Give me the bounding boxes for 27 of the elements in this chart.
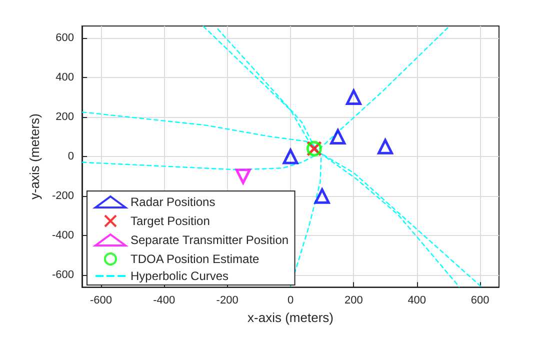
point	[346, 89, 362, 105]
legend-label: Target Position	[130, 214, 210, 228]
x-tick-label: -600	[90, 294, 112, 307]
x-tick-label: -400	[153, 294, 176, 307]
y-tick-label: 600	[56, 32, 74, 44]
legend-label: Radar Positions	[130, 195, 216, 209]
y-tick-label: -200	[52, 190, 74, 202]
x-tick-label: 200	[344, 294, 363, 307]
point	[378, 138, 394, 154]
point	[235, 168, 251, 184]
x-tick-label: 0	[287, 294, 294, 307]
y-tick-label: -600	[52, 269, 74, 282]
x-tick-label: 400	[408, 294, 426, 307]
x-tick-label: -200	[216, 294, 238, 307]
legend-label: TDOA Position Estimate	[130, 252, 260, 266]
y-tick-label: 400	[56, 71, 74, 84]
y-axis-title: y-axis (meters)	[27, 114, 42, 200]
y-tick-label: 0	[68, 150, 74, 163]
y-tick-label: -400	[52, 230, 74, 242]
legend-label: Hyperbolic Curves	[130, 269, 229, 283]
point	[314, 188, 330, 204]
x-tick-label: 600	[470, 294, 490, 307]
point	[330, 129, 346, 145]
y-tick-label: 200	[56, 110, 74, 123]
point	[282, 148, 298, 164]
legend-label: Separate Transmitter Position	[130, 233, 289, 247]
x-axis-title: x-axis (meters)	[248, 310, 334, 325]
